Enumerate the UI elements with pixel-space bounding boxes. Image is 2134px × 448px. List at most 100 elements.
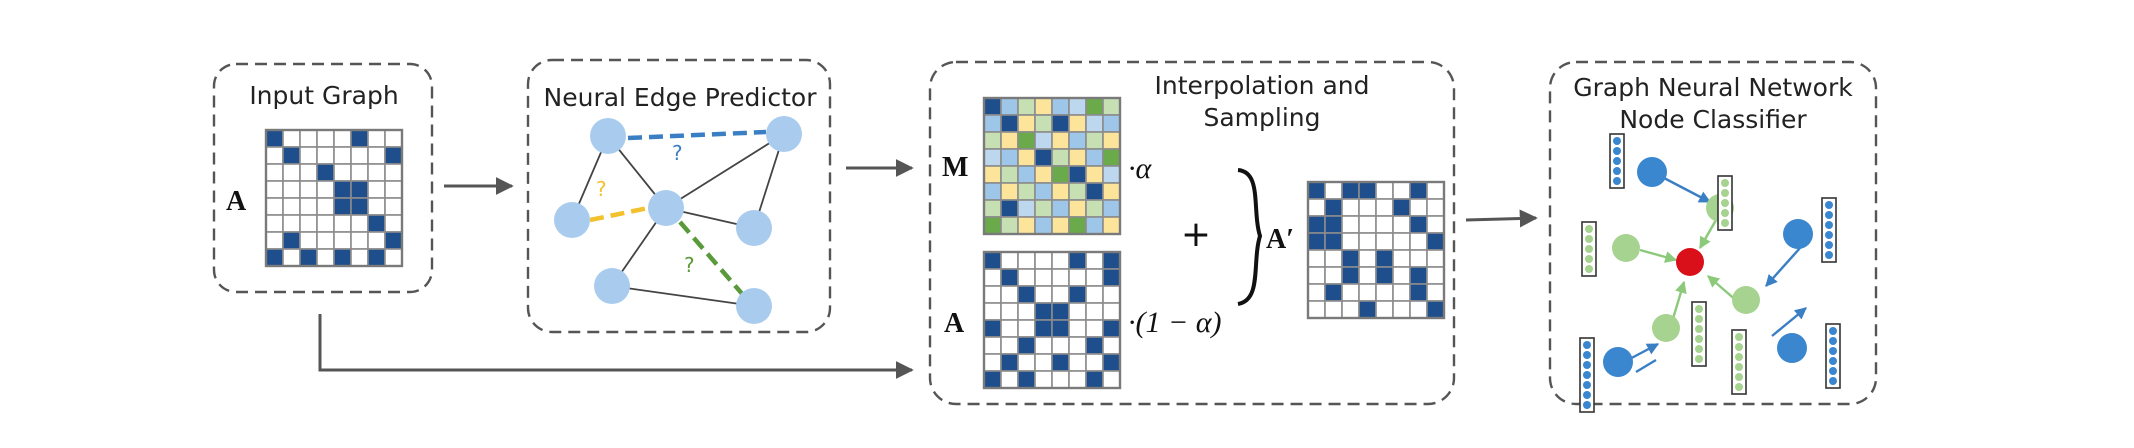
matrix-cell [282,197,301,216]
matrix-cell [1426,232,1445,251]
feature-dot [1825,251,1833,259]
gnn-panel: Graph Neural Network Node Classifier [1548,60,1878,413]
matrix-cell [265,231,284,250]
matrix-cell [1051,268,1070,287]
matrix-cell [1409,249,1428,268]
feature-dot [1721,189,1729,197]
matrix-cell [1034,336,1053,355]
matrix-cell [1375,198,1394,217]
matrix-cell [316,180,335,199]
matrix-cell [265,197,284,216]
matrix-cell [1085,148,1104,167]
matrix-cell [1051,97,1070,116]
matrix-cell [1068,336,1087,355]
graph-node [648,190,684,226]
graph-edge [665,133,785,209]
matrix-cell [1358,232,1377,251]
arrow-interpolation-to-gnn [1465,209,1538,228]
matrix-cell [1341,266,1360,285]
matrix-cell [1051,216,1070,235]
matrix-cell [1051,148,1070,167]
matrix-cell [1068,114,1087,133]
matrix-cell [1017,97,1036,116]
matrix-cell [1000,370,1019,389]
feature-dot [1695,315,1703,323]
matrix-cell [1341,198,1360,217]
matrix-cell [1409,283,1428,302]
matrix-cell [1358,198,1377,217]
feature-dot [1825,211,1833,219]
matrix-cell [1085,268,1104,287]
matrix-cell [1017,182,1036,201]
feature-dot [1735,343,1743,351]
matrix-cell [1051,336,1070,355]
matrix-cell [367,214,386,233]
feature-dot [1829,347,1837,355]
matrix-cell [1375,181,1394,200]
matrix-cell [1426,198,1445,217]
feature-dot [1829,357,1837,365]
matrix-cell [350,180,369,199]
matrix-cell [1017,165,1036,184]
feature-dot [1825,231,1833,239]
matrix-cell [265,180,284,199]
matrix-cell [1051,165,1070,184]
matrix-cell [1085,182,1104,201]
input-graph-box [212,62,434,294]
matrix-cell [1392,266,1411,285]
edge-predictor-panel: Neural Edge Predictor ? ? ? [526,58,832,334]
matrix-cell [1068,353,1087,372]
matrix-cell [1375,266,1394,285]
matrix-cell [282,231,301,250]
matrix-cell [384,180,403,199]
feature-dot [1735,363,1743,371]
matrix-cell [384,197,403,216]
matrix-cell [1341,249,1360,268]
matrix-cell [1307,266,1326,285]
matrix-cell [367,231,386,250]
matrix-cell [1426,249,1445,268]
matrix-cell [299,248,318,267]
matrix-cell [983,148,1002,167]
matrix-cell [1102,165,1121,184]
interpolation-title-line1: Interpolation and [1155,71,1370,100]
matrix-cell [367,180,386,199]
matrix-cell [1000,285,1019,304]
matrix-cell [299,146,318,165]
matrix-cell [1102,131,1121,150]
matrix-cell [1324,232,1343,251]
predicted-edge-green [678,220,746,298]
matrix-cell [1068,131,1087,150]
matrix-cell [316,214,335,233]
matrix-cell [1102,216,1121,235]
feature-dot [1585,235,1593,243]
feature-dot [1613,157,1621,165]
matrix-cell [1034,165,1053,184]
result-matrix-label: A′ [1266,224,1294,255]
matrix-cell [1307,198,1326,217]
neighbor-node-blue [1603,347,1633,377]
matrix-cell [299,214,318,233]
matrix-cell [282,248,301,267]
matrix-cell [983,182,1002,201]
feature-dot [1583,351,1591,359]
matrix-cell [1341,232,1360,251]
matrix-cell [1085,97,1104,116]
matrix-cell [1068,251,1087,270]
matrix-cell [1426,181,1445,200]
matrix-cell [1409,266,1428,285]
matrix-cell [1017,251,1036,270]
matrix-cell [384,129,403,148]
matrix-cell [1102,148,1121,167]
message-edge-blue [1765,247,1801,287]
feature-dot [1613,147,1621,155]
edge-probability-matrix [982,96,1122,236]
m-matrix-label: M [942,152,968,183]
matrix-cell [1034,285,1053,304]
matrix-cell [350,163,369,182]
feature-dot [1695,355,1703,363]
matrix-cell [1085,353,1104,372]
input-adjacency-matrix [264,128,404,268]
matrix-cell [333,180,352,199]
matrix-cell [1051,131,1070,150]
